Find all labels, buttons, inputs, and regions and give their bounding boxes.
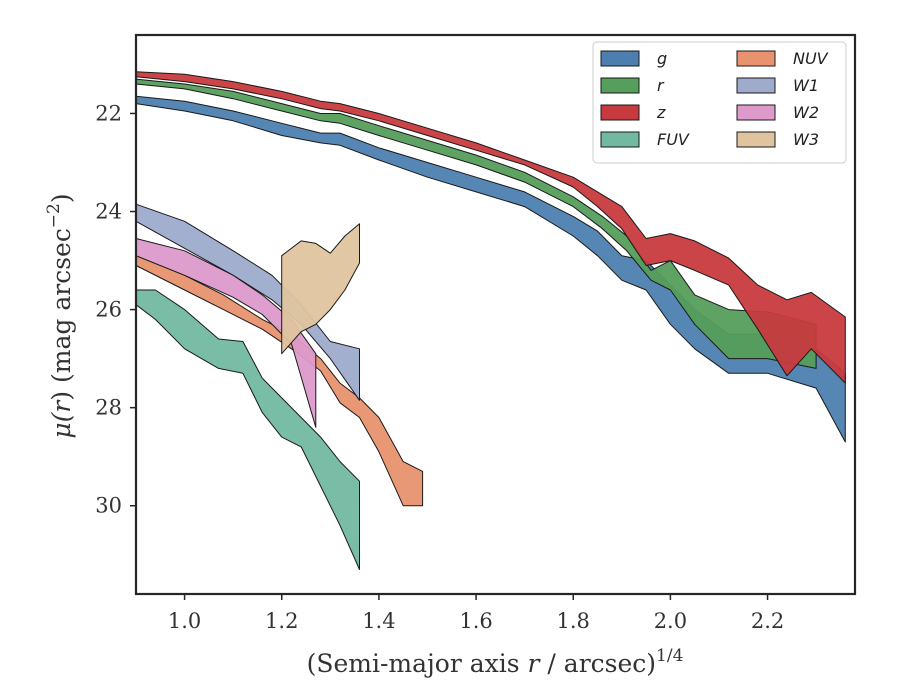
legend-swatch-r <box>600 77 640 94</box>
legend-swatch-g <box>600 50 640 67</box>
x-tick-label: 1.4 <box>362 609 395 633</box>
x-tick-label: 1.2 <box>265 609 298 633</box>
x-axis-label: (Semi-major axis r / arcsec)1/4 <box>307 646 684 678</box>
x-tick-label: 2.2 <box>751 609 784 633</box>
legend-label-w1: W1 <box>793 76 819 95</box>
x-axis-ticks: 1.0 1.2 1.4 1.6 1.8 2.0 2.2 <box>168 594 784 633</box>
x-tick-label: 2.0 <box>654 609 687 633</box>
band-w1 <box>135 203 360 401</box>
legend: grz FUV NUV W1 W2 W3 <box>592 41 847 164</box>
y-tick-label: 26 <box>95 298 122 322</box>
legend-label-nuv: NUV <box>793 49 829 68</box>
plot-frame <box>134 33 857 596</box>
y-tick-label: 28 <box>95 396 122 420</box>
x-tick-label: 1.0 <box>168 609 201 633</box>
legend-swatch-nuv <box>736 50 776 67</box>
legend-label-g: g <box>657 49 667 68</box>
legend-frame <box>592 41 847 164</box>
y-tick-label: 22 <box>95 101 122 125</box>
x-tick-label: 1.8 <box>557 609 590 633</box>
y-tick-label: 24 <box>95 200 122 224</box>
legend-swatch-z <box>600 104 640 121</box>
y-axis-label: μ(r) (mag arcsec−2) <box>44 193 76 438</box>
series-bands <box>135 71 846 570</box>
legend-label-z: z <box>656 103 666 122</box>
legend-swatch-w3 <box>736 131 776 148</box>
x-tick-label: 1.6 <box>459 609 492 633</box>
legend-swatch-fuv <box>600 131 640 148</box>
band-w3 <box>281 223 360 355</box>
y-tick-label: 30 <box>95 494 122 518</box>
legend-swatch-w1 <box>736 77 776 94</box>
legend-label-w3: W3 <box>793 130 819 149</box>
y-axis-ticks: 22 24 26 28 30 <box>95 101 136 518</box>
legend-swatch-w2 <box>736 104 776 121</box>
legend-label-w2: W2 <box>793 103 819 122</box>
band-fuv <box>135 289 360 570</box>
legend-label-r: r <box>657 76 665 95</box>
legend-label-fuv: FUV <box>657 130 690 149</box>
band-r <box>135 78 817 369</box>
band-w2 <box>135 238 317 428</box>
band-g <box>135 95 846 443</box>
band-z <box>135 71 846 384</box>
